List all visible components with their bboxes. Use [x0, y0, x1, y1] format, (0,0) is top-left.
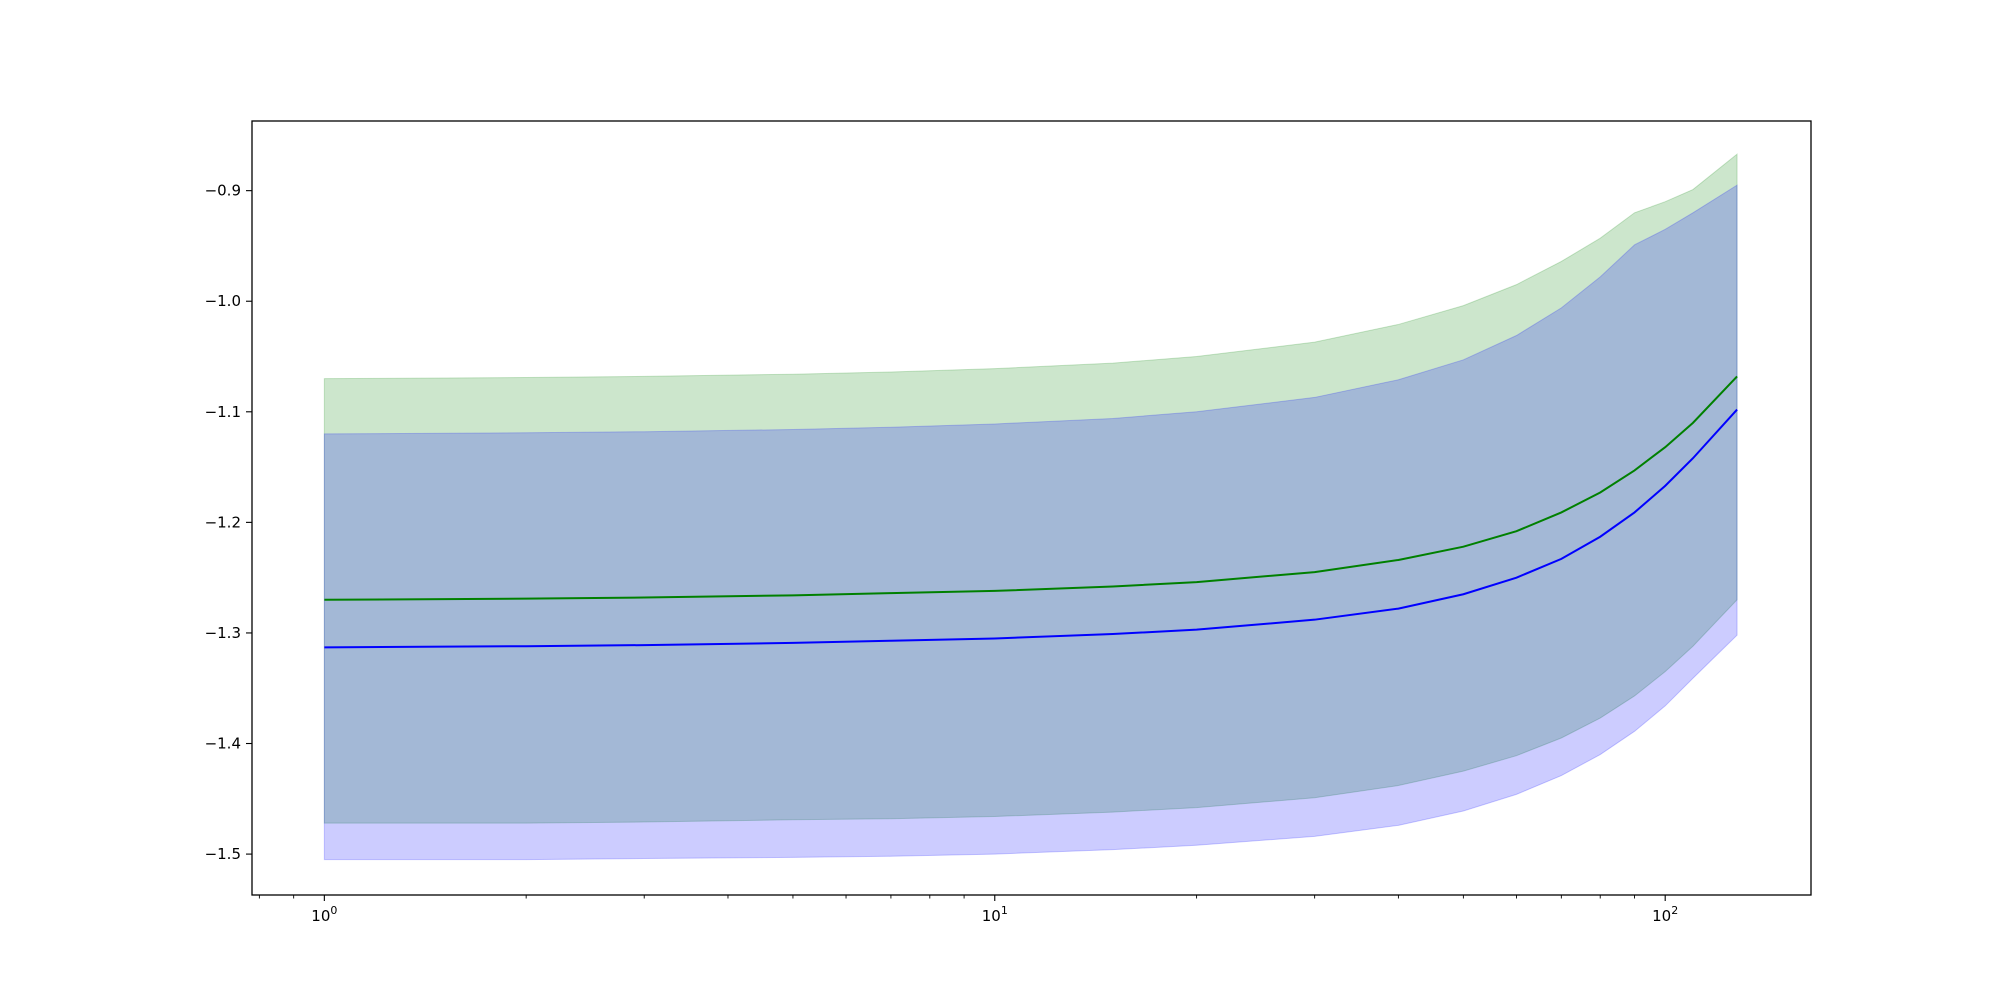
y-tick-label: −0.9 [205, 182, 241, 200]
lines-layer [324, 375, 1738, 649]
y-tick-label: −1.5 [205, 845, 241, 863]
x-tick-label-base: 10 [311, 907, 330, 925]
x-tick-label-exponent: 2 [1671, 904, 1678, 917]
series-1-line [324, 375, 1738, 601]
y-tick-label: −1.2 [205, 513, 241, 531]
y-tick-label: −1.3 [205, 624, 241, 642]
y-tick-label: −1.0 [205, 292, 241, 310]
x-tick-label-base: 10 [1652, 907, 1671, 925]
x-tick-label-exponent: 0 [330, 904, 337, 917]
x-tick-label-exponent: 1 [1001, 904, 1008, 917]
y-tick-label: −1.1 [205, 403, 241, 421]
plot-frame [251, 120, 1812, 896]
series-1-band [323, 153, 1738, 824]
y-axis: −0.9 −1.0 −1.1 −1.2 −1.3 −1.4 −1.5 [205, 182, 252, 863]
y-tick-label: −1.4 [205, 735, 241, 753]
x-tick-label: 100 [311, 904, 337, 925]
x-tick-label-base: 10 [982, 907, 1001, 925]
x-tick-label: 101 [982, 904, 1008, 925]
x-tick-label: 102 [1652, 904, 1678, 925]
series-2-band [323, 184, 1738, 861]
bands-layer [323, 153, 1738, 861]
series-2-line [324, 408, 1738, 649]
x-axis: 100 101 102 [258, 895, 1678, 925]
